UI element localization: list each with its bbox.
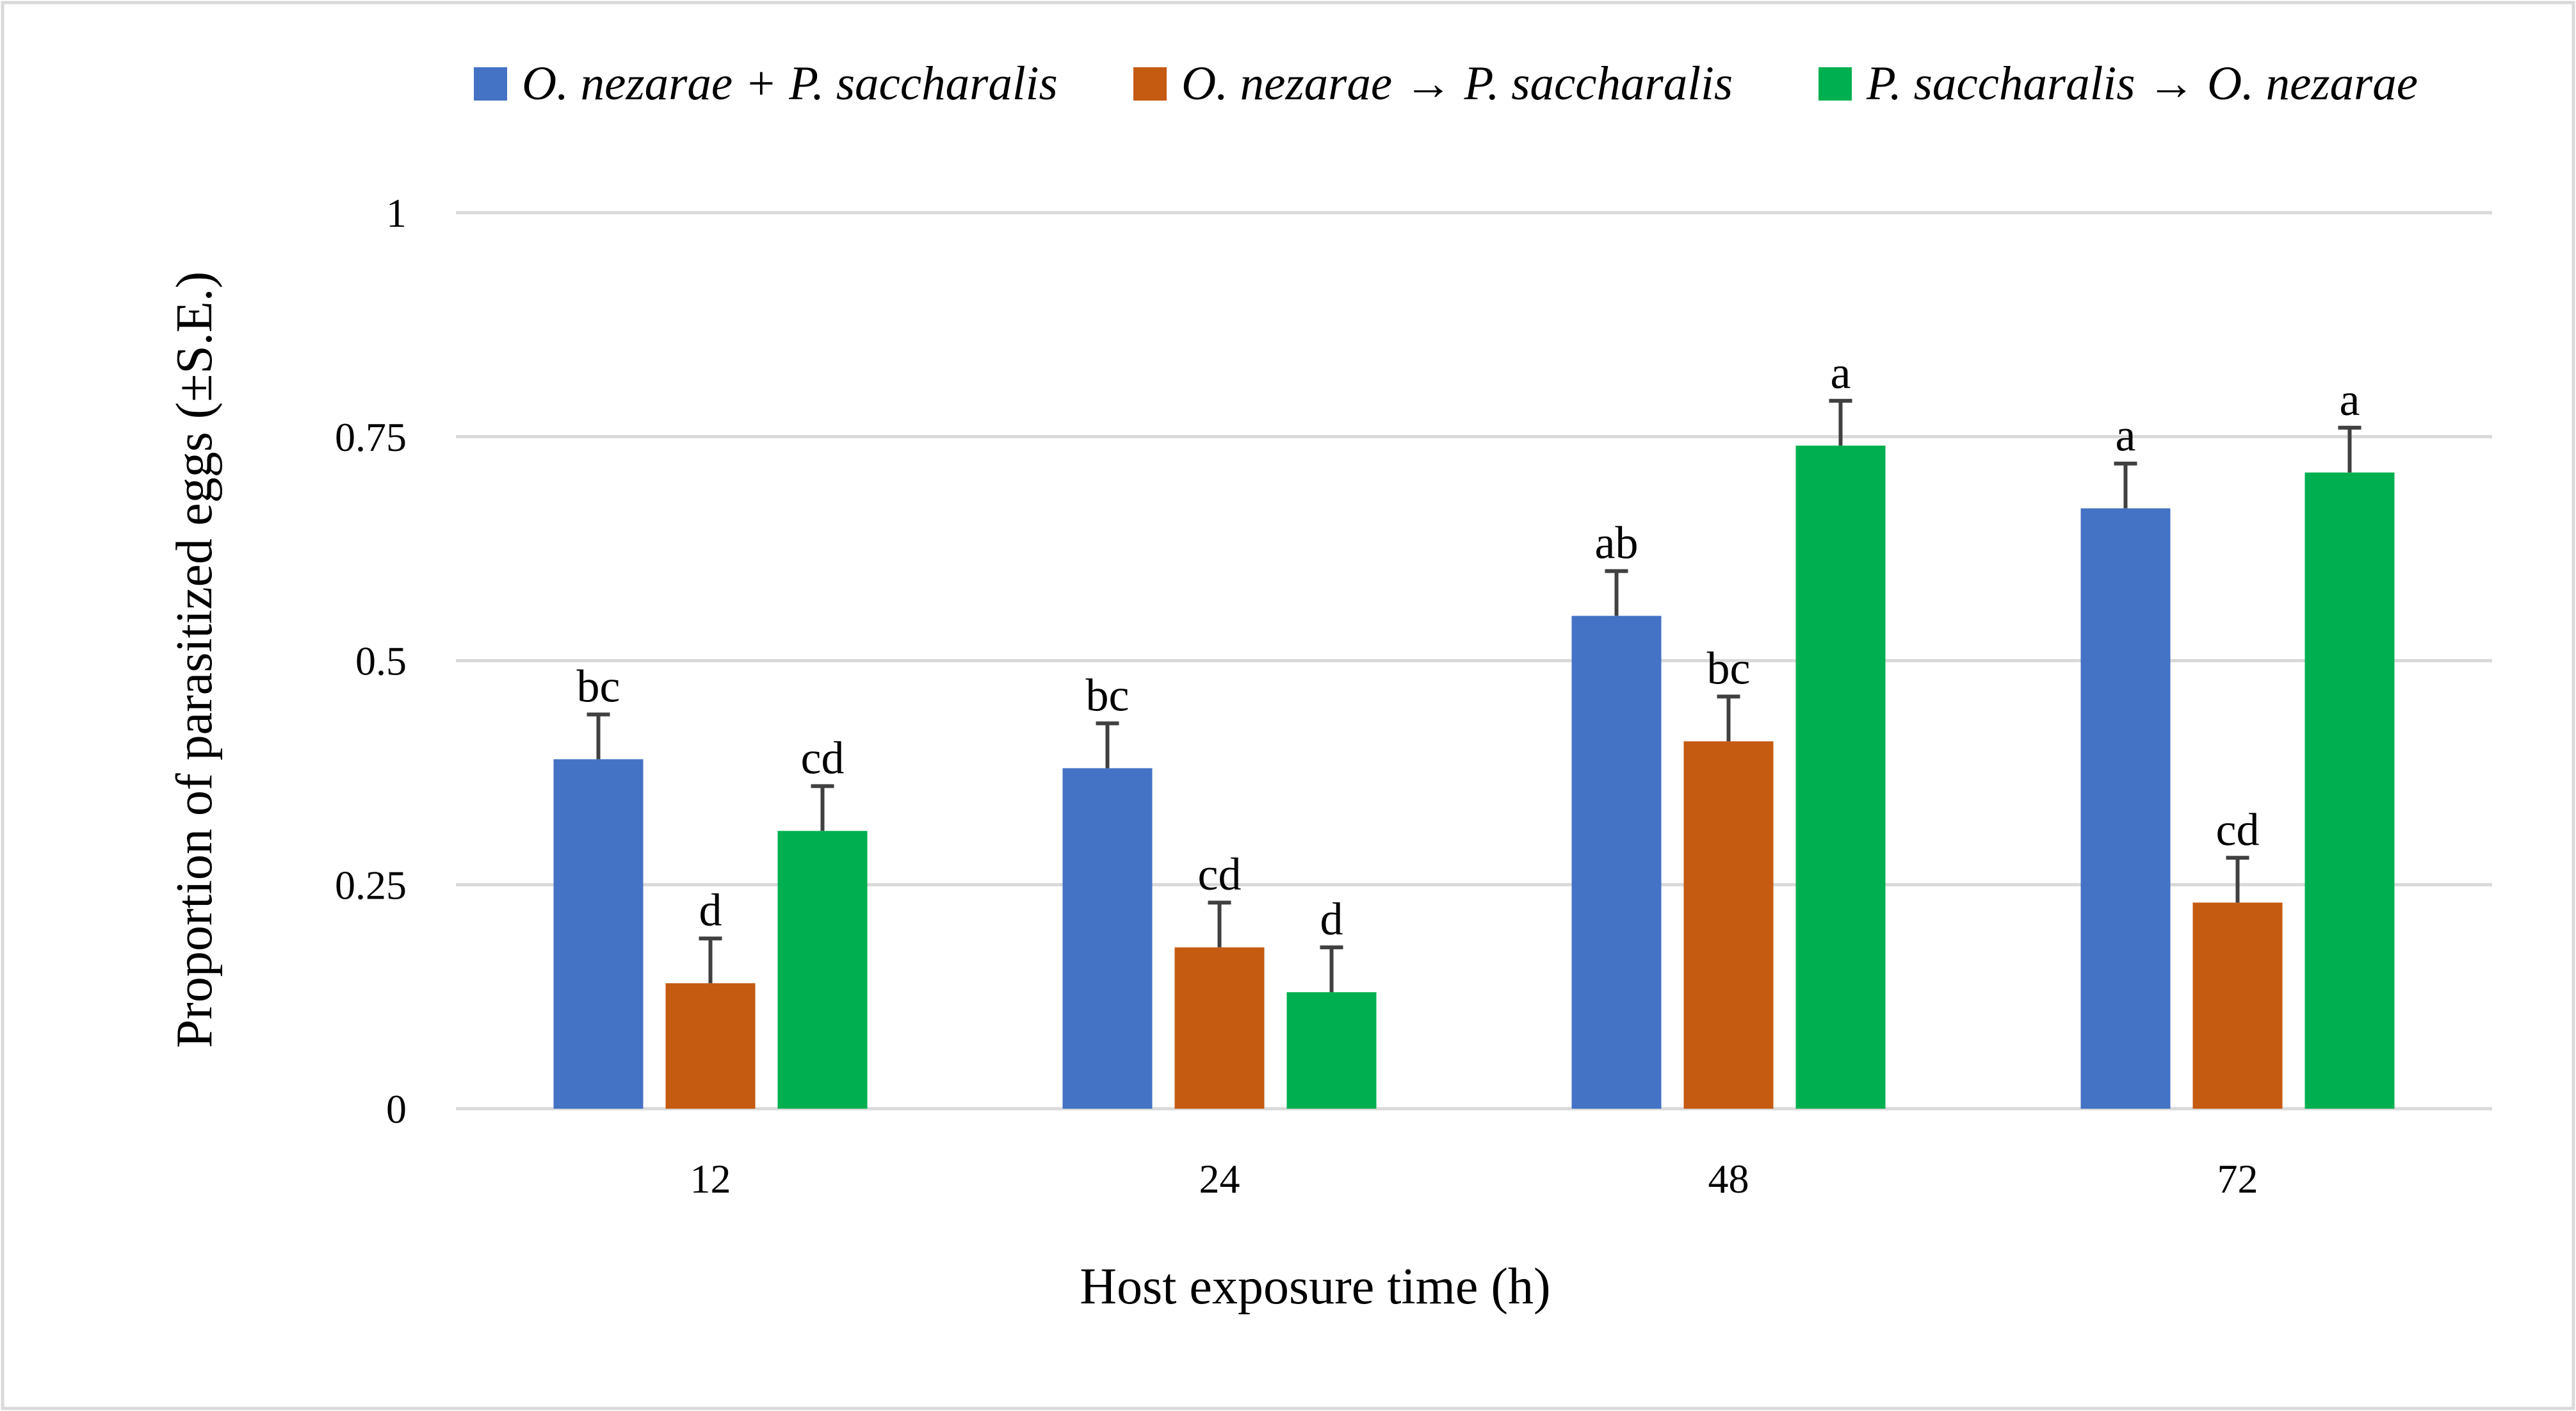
legend-swatch <box>1819 67 1852 101</box>
y-tick-label: 1 <box>386 190 407 236</box>
bar <box>1062 768 1153 1109</box>
x-tick-label: 48 <box>1708 1156 1749 1202</box>
bar <box>777 831 868 1109</box>
bar <box>665 983 756 1109</box>
y-tick-label: 0.75 <box>335 414 407 460</box>
significance-letter: bc <box>577 660 620 712</box>
significance-letters: bc d cd bc cd d ab bc a a cd a <box>577 347 2360 945</box>
legend-label: O. nezarae → P. saccharalis <box>1181 57 1733 110</box>
error-bars <box>587 398 2361 993</box>
y-axis-ticks: 0 0.25 0.5 0.75 1 <box>335 190 407 1132</box>
significance-letter: d <box>699 885 722 936</box>
significance-letter: cd <box>2216 804 2260 855</box>
significance-letter: cd <box>1198 849 1242 900</box>
significance-letter: a <box>2340 374 2360 425</box>
x-tick-label: 24 <box>1199 1156 1240 1202</box>
bar <box>1174 947 1265 1109</box>
legend: O. nezarae + P. saccharalis O. nezarae → … <box>474 57 2418 110</box>
y-axis-title: Proportion of parasitized eggs (±S.E.) <box>166 272 223 1048</box>
bar <box>2305 472 2395 1109</box>
legend-swatch <box>474 67 507 101</box>
x-axis-ticks: 12 24 48 72 <box>690 1156 2258 1202</box>
significance-letter: ab <box>1595 518 1639 569</box>
bars <box>553 445 2395 1109</box>
bar <box>1286 992 1377 1109</box>
significance-letter: d <box>1320 893 1343 945</box>
significance-letter: a <box>2116 410 2136 461</box>
significance-letter: bc <box>1086 669 1130 721</box>
legend-swatch <box>1133 67 1167 101</box>
bar <box>1683 741 1774 1109</box>
bar <box>1571 616 1662 1109</box>
x-tick-label: 12 <box>690 1156 731 1202</box>
y-tick-label: 0.5 <box>355 639 407 684</box>
bar <box>2192 902 2283 1109</box>
significance-letter: a <box>1831 347 1851 398</box>
y-tick-label: 0 <box>386 1086 407 1132</box>
significance-letter: bc <box>1707 642 1751 694</box>
legend-label: O. nezarae + P. saccharalis <box>522 57 1058 110</box>
bar <box>2080 508 2171 1109</box>
bar <box>553 759 644 1109</box>
significance-letter: cd <box>801 732 845 783</box>
x-tick-label: 72 <box>2217 1156 2258 1202</box>
bar <box>1795 445 1886 1109</box>
y-tick-label: 0.25 <box>335 862 407 908</box>
x-axis-title: Host exposure time (h) <box>1080 1259 1550 1315</box>
legend-label: P. saccharalis → O. nezarae <box>1866 57 2418 110</box>
